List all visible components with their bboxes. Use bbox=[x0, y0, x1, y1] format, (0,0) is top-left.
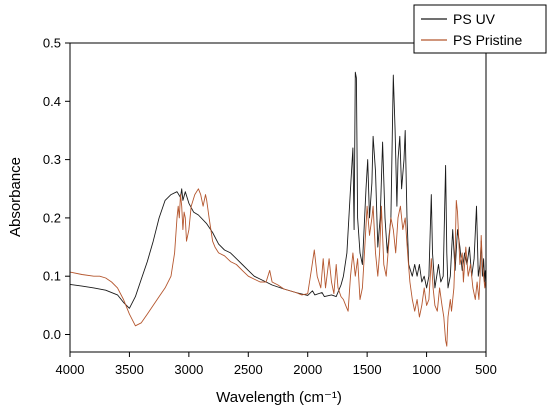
x-tick-label: 3500 bbox=[115, 362, 144, 377]
y-tick-label: 0.2 bbox=[43, 210, 61, 225]
x-tick-label: 1000 bbox=[412, 362, 441, 377]
x-tick-label: 2500 bbox=[234, 362, 263, 377]
x-tick-label: 3000 bbox=[174, 362, 203, 377]
legend-label: PS Pristine bbox=[453, 32, 522, 48]
y-tick-label: 0.4 bbox=[43, 94, 61, 109]
plot-frame bbox=[69, 42, 487, 353]
x-tick-label: 1500 bbox=[353, 362, 382, 377]
axes: 4000 3500 3000 2500 2000 1500 1000 500 0.0 0.1 0.2… bbox=[43, 36, 497, 378]
series-lines bbox=[70, 71, 486, 347]
y-tick-label: 0.5 bbox=[43, 36, 61, 51]
x-tick-label: 4000 bbox=[56, 362, 85, 377]
legend-label: PS UV bbox=[453, 11, 496, 27]
plot-area bbox=[70, 71, 486, 347]
y-tick-label: 0.0 bbox=[43, 327, 61, 342]
y-tick-label: 0.1 bbox=[43, 269, 61, 284]
y-axis-title: Absorbance bbox=[7, 157, 24, 237]
series-line-ps-uv bbox=[70, 71, 486, 309]
series-line-ps-pristine bbox=[70, 188, 486, 347]
legend-box bbox=[413, 4, 547, 54]
x-axis-title: Wavelength (cm⁻¹) bbox=[216, 389, 342, 406]
y-tick-label: 0.3 bbox=[43, 152, 61, 167]
x-tick-label: 500 bbox=[475, 362, 497, 377]
x-tick-label: 2000 bbox=[293, 362, 322, 377]
legend: PS UV PS Pristine bbox=[413, 4, 547, 54]
